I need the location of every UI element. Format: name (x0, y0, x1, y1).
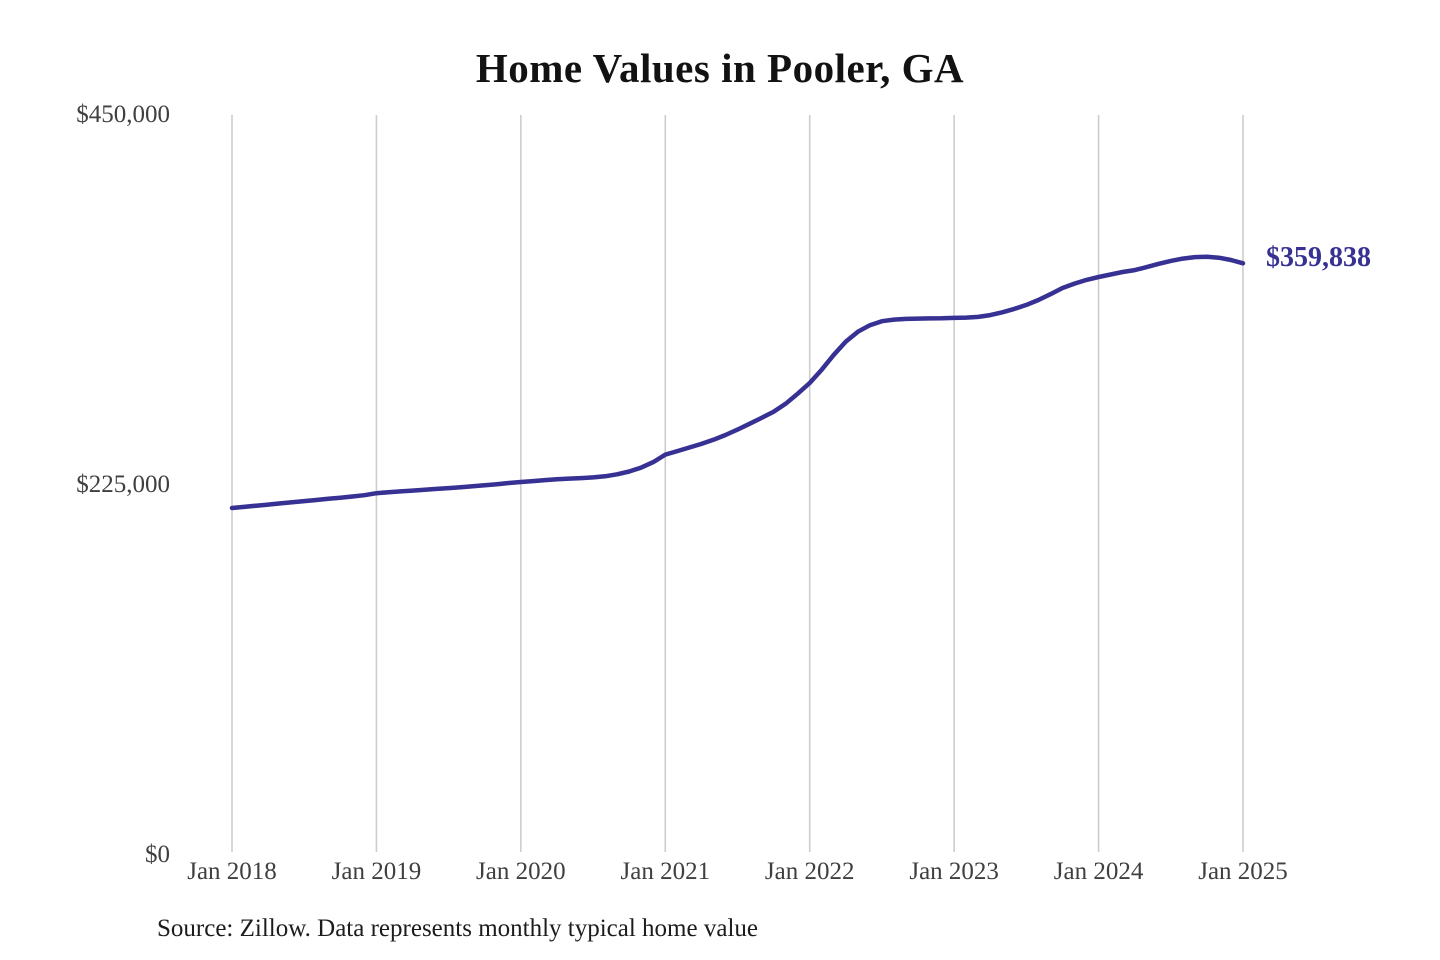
y-tick-label: $225,000 (76, 471, 170, 498)
gridlines (231, 115, 1244, 852)
latest-value-label: $359,838 (1266, 242, 1371, 273)
chart-title: Home Values in Pooler, GA (475, 45, 965, 91)
y-tick-label: $0 (145, 841, 170, 868)
x-tick-label: Jan 2019 (331, 858, 422, 885)
x-tick-label: Jan 2022 (764, 858, 855, 885)
y-tick-label: $450,000 (76, 101, 170, 128)
x-tick-label: Jan 2020 (476, 858, 566, 885)
home-value-line (229, 254, 1246, 511)
x-tick-label: Jan 2025 (1198, 858, 1288, 885)
x-tick-label: Jan 2024 (1053, 858, 1144, 885)
x-tick-label: Jan 2018 (187, 858, 277, 885)
x-tick-label: Jan 2021 (620, 858, 711, 885)
x-tick-label: Jan 2023 (909, 858, 999, 885)
source-note: Source: Zillow. Data represents monthly … (157, 915, 758, 942)
